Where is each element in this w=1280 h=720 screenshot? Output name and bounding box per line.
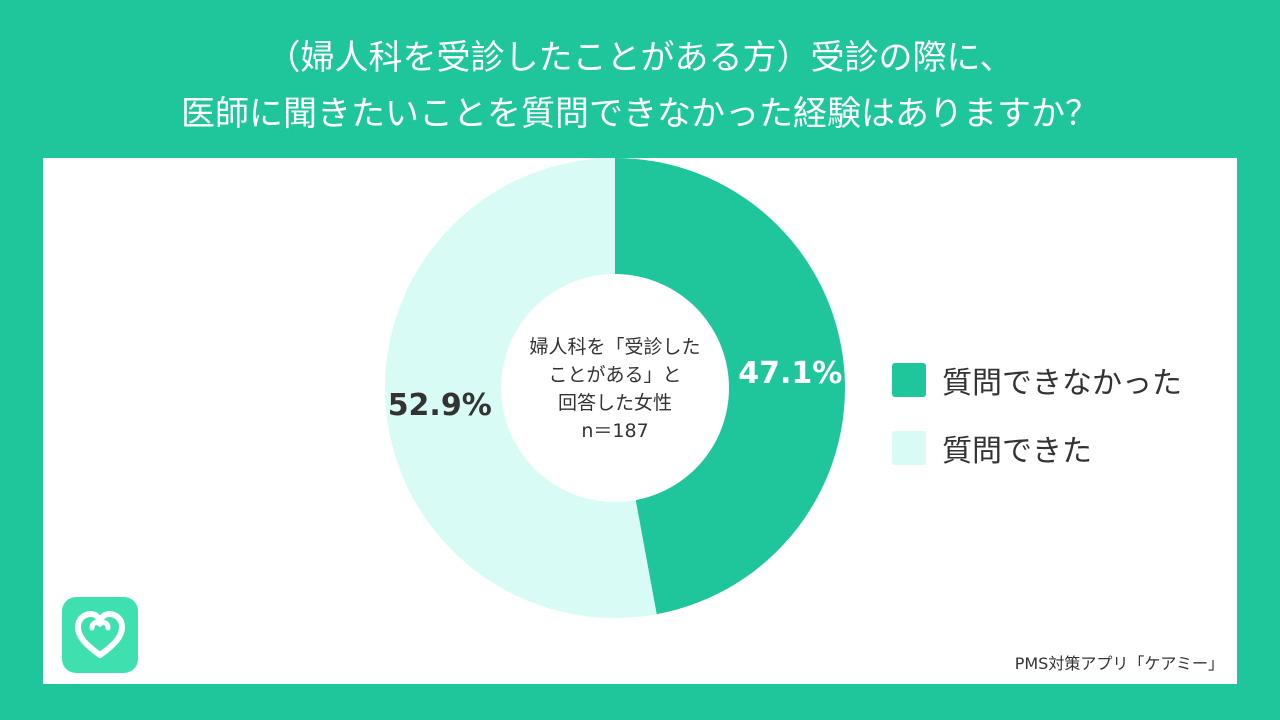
source-credit: PMS対策アプリ「ケアミー」 xyxy=(1014,654,1224,673)
heart-leaf-logo-icon xyxy=(62,597,138,673)
center-text-line-4: n＝187 xyxy=(581,420,648,442)
chart-panel: 47.1% 52.9% 婦人科を「受診した ことがある」と 回答した女性 n＝187 質問… xyxy=(43,158,1237,684)
slice-not-asked xyxy=(615,158,845,615)
chart-title: （婦人科を受診したことがある方）受診の際に、 医師に聞きたいことを質問できなかっ… xyxy=(0,30,1280,142)
slice-label-asked: 52.9% xyxy=(388,388,492,423)
center-text-line-1: 婦人科を「受診した xyxy=(529,336,700,358)
legend-item-not-asked: 質問できなかった xyxy=(892,360,1182,401)
slice-label-not-asked: 47.1% xyxy=(738,356,842,391)
legend: 質問できなかった 質問できた xyxy=(892,360,1182,496)
center-text-line-2: ことがある」と xyxy=(548,364,681,386)
legend-item-asked: 質問できた xyxy=(892,428,1182,469)
center-text-line-3: 回答した女性 xyxy=(558,392,672,414)
legend-label-asked: 質問できた xyxy=(942,434,1092,469)
slice-asked xyxy=(384,158,657,618)
legend-label-not-asked: 質問できなかった xyxy=(942,366,1182,401)
legend-swatch-asked xyxy=(892,431,926,465)
legend-swatch-not-asked xyxy=(892,363,926,397)
chart-title-line-2: 医師に聞きたいことを質問できなかった経験はありますか？ xyxy=(181,94,1099,134)
chart-title-line-1: （婦人科を受診したことがある方）受診の際に、 xyxy=(266,38,1014,78)
